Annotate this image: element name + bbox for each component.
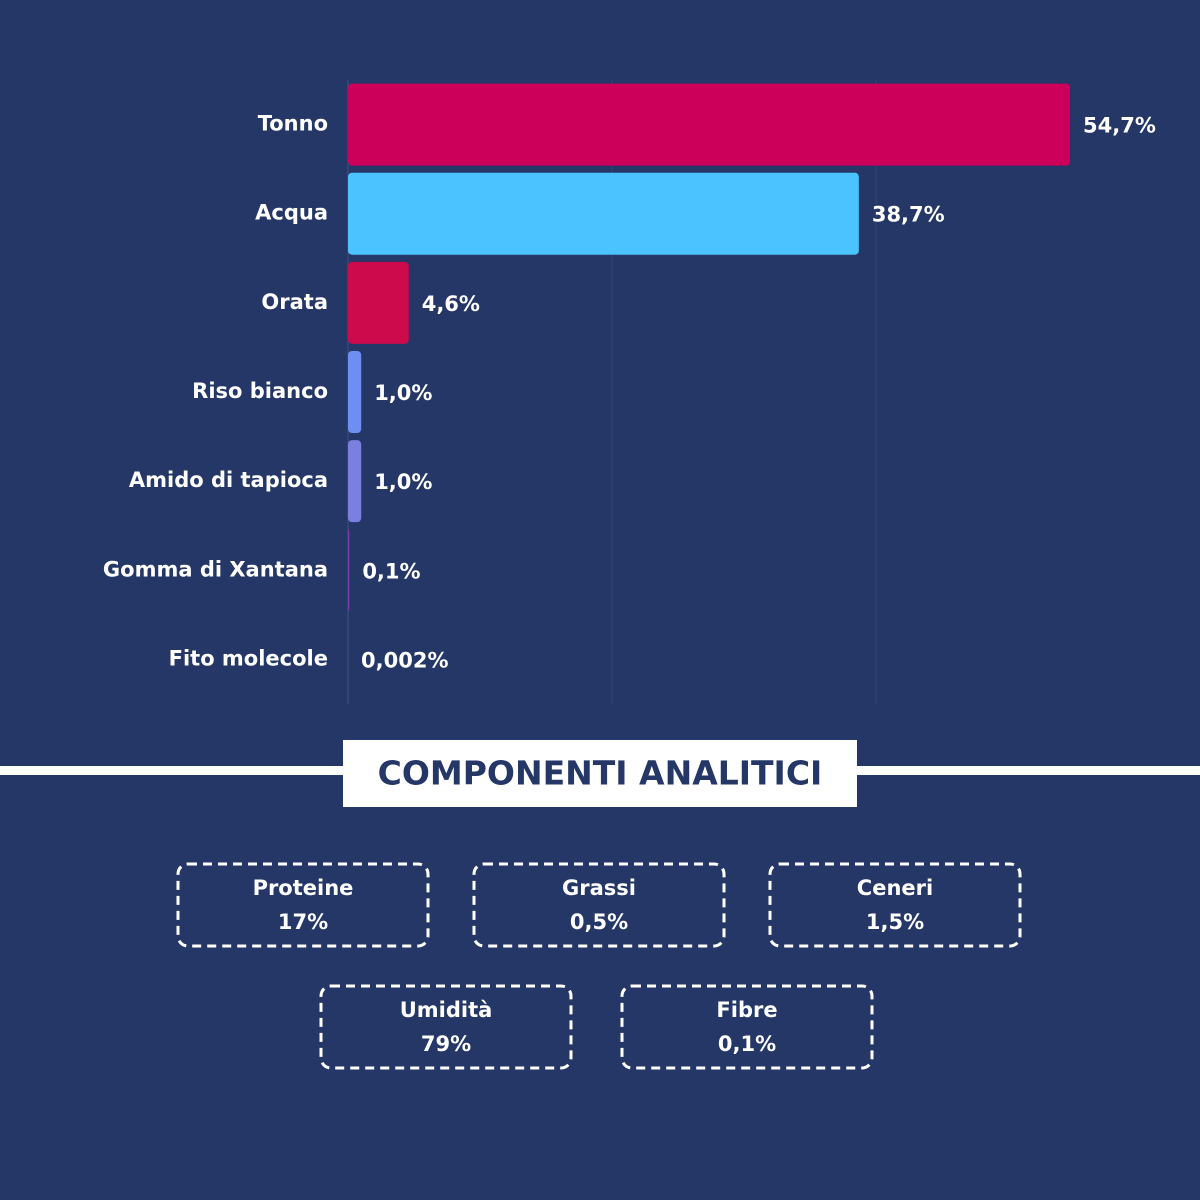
- value-label: 1,0%: [374, 381, 432, 405]
- bar: [348, 261, 409, 344]
- bar: [348, 529, 350, 612]
- component-box: [472, 862, 726, 948]
- component-value: 0,1%: [718, 1032, 776, 1056]
- value-label: 0,002%: [361, 648, 448, 672]
- section-title: COMPONENTI ANALITICI: [378, 754, 823, 793]
- component-value: 0,5%: [570, 910, 628, 934]
- component-box: [620, 984, 874, 1070]
- component-box: [176, 862, 430, 948]
- value-label: 4,6%: [422, 292, 480, 316]
- component-name: Fibre: [716, 998, 777, 1022]
- components: Proteine 17% Grassi 0,5% Ceneri 1,5% Umidità 79…: [176, 862, 1022, 1070]
- bar: [348, 440, 362, 523]
- component-value: 17%: [278, 910, 328, 934]
- component-value: 1,5%: [866, 910, 924, 934]
- section-header-box: [343, 740, 857, 807]
- category-label: Acqua: [255, 201, 328, 225]
- category-label: Fito molecole: [169, 646, 328, 670]
- bar: [348, 83, 1071, 166]
- category-label: Orata: [261, 290, 328, 314]
- component-name: Umidità: [400, 998, 493, 1022]
- value-label: 1,0%: [374, 470, 432, 494]
- component-name: Ceneri: [857, 876, 933, 900]
- chart: Tonno 54,7% Acqua 38,7% Orata 4,6% Riso bianco…: [103, 80, 1156, 704]
- bar: [348, 351, 362, 433]
- category-label: Riso bianco: [192, 379, 328, 403]
- component-name: Grassi: [562, 876, 636, 900]
- value-label: 54,7%: [1083, 114, 1156, 138]
- component-box: [319, 984, 573, 1070]
- category-label: Tonno: [258, 112, 328, 136]
- value-label: 38,7%: [872, 203, 945, 227]
- value-label: 0,1%: [362, 559, 420, 583]
- component-name: Proteine: [253, 876, 354, 900]
- bar: [348, 172, 859, 255]
- category-label: Amido di tapioca: [129, 468, 328, 492]
- category-label: Gomma di Xantana: [103, 557, 328, 581]
- component-value: 79%: [421, 1032, 471, 1056]
- component-box: [768, 862, 1022, 948]
